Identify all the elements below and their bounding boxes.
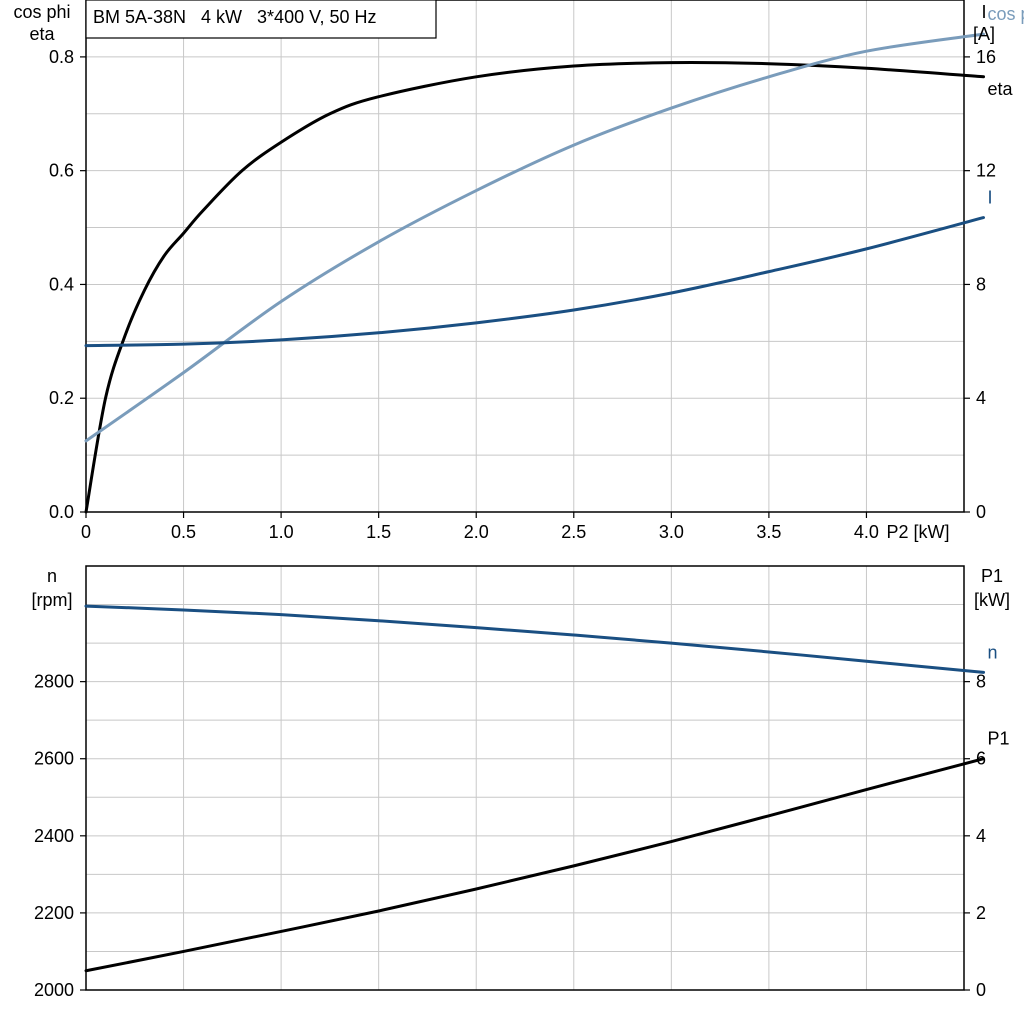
title-box: BM 5A-38N 4 kW 3*400 V, 50 Hz	[85, 0, 437, 39]
x-tick-label: 1.5	[366, 522, 391, 542]
top-plot-frame	[85, 0, 965, 513]
bottom-left-tick-label: 2800	[34, 672, 74, 692]
series-label-eta: eta	[988, 79, 1014, 99]
bottom-left-tick-label: 2400	[34, 826, 74, 846]
bottom-right-tick-label: 0	[976, 980, 986, 1000]
top-left-tick-label: 0.2	[49, 388, 74, 408]
top-right-tick-label: 12	[976, 161, 996, 181]
top-left-axis-label-2: eta	[29, 24, 55, 44]
x-tick-label: 2.5	[561, 522, 586, 542]
top-right-axis-label-2: [A]	[973, 24, 995, 44]
bottom-grid	[86, 566, 965, 990]
bottom-right-tick-label: 8	[976, 672, 986, 692]
curve-p1	[84, 757, 986, 973]
top-right-tick-label: 16	[976, 47, 996, 67]
series-label-n: n	[988, 642, 998, 662]
bottom-left-axis-label-1: n	[47, 566, 57, 586]
x-tick-label: 4.0	[854, 522, 879, 542]
bottom-left-tick-label: 2000	[34, 980, 74, 1000]
title-box-frame	[85, 0, 437, 39]
x-tick-label: 1.0	[269, 522, 294, 542]
curve-i	[84, 216, 986, 348]
series-label-p1: P1	[988, 729, 1010, 749]
bottom-right-axis-label-1: P1	[981, 566, 1003, 586]
bottom-left-tick-label: 2600	[34, 749, 74, 769]
x-tick-label: 3.5	[756, 522, 781, 542]
bottom-left-axis-label-2: [rpm]	[31, 590, 72, 610]
top-left-tick-label: 0.0	[49, 502, 74, 522]
bottom-right-tick-label: 2	[976, 903, 986, 923]
curve-eta	[84, 60, 986, 514]
top-left-tick-label: 0.6	[49, 161, 74, 181]
top-right-tick-label: 4	[976, 388, 986, 408]
curve-n	[84, 604, 986, 674]
top-left-axis-label-1: cos phi	[13, 2, 70, 22]
top-left-tick-label: 0.4	[49, 274, 74, 294]
bottom-right-tick-label: 4	[976, 826, 986, 846]
chart-title: BM 5A-38N 4 kW 3*400 V, 50 Hz	[93, 7, 376, 27]
x-axis-label: P2 [kW]	[886, 522, 949, 542]
top-ticks: 0.0 0.2 0.4 0.6 0.8 0 4 8 12 16 0 0.5 1.0 1.5 2.0 2.5 3.…	[49, 47, 996, 542]
curve-cos-phi	[84, 32, 986, 443]
bottom-right-axis-label-2: [kW]	[974, 590, 1010, 610]
top-left-tick-label: 0.8	[49, 47, 74, 67]
top-right-axis-label-1: I	[981, 2, 986, 22]
x-tick-label: 0	[81, 522, 91, 542]
x-tick-label: 3.0	[659, 522, 684, 542]
bottom-left-tick-label: 2200	[34, 903, 74, 923]
series-label-cos-phi: cos phi	[988, 4, 1024, 24]
efficiency-current-chart: 0.0 0.2 0.4 0.6 0.8 0 4 8 12 16 0 0.5 1.0 1.5 2.0 2.5 3.…	[13, 0, 1024, 542]
bottom-plot-frame	[85, 565, 965, 991]
top-right-tick-label: 8	[976, 274, 986, 294]
series-label-i: I	[988, 188, 993, 208]
top-right-tick-label: 0	[976, 502, 986, 522]
x-tick-label: 0.5	[171, 522, 196, 542]
x-tick-label: 2.0	[464, 522, 489, 542]
bottom-curves: n P1	[84, 604, 1010, 973]
